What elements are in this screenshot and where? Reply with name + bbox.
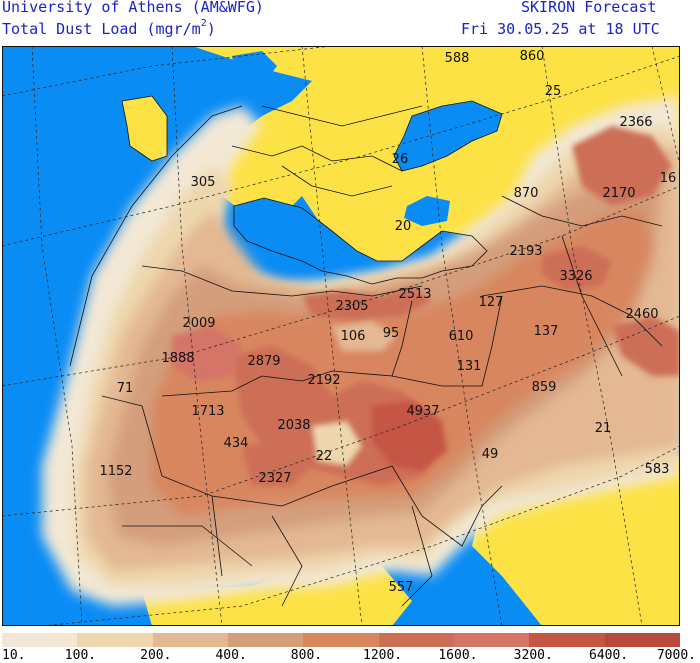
map-frame	[2, 46, 680, 626]
value-label: 22	[316, 449, 333, 464]
legend-tick-label: 10.	[2, 648, 26, 663]
value-label: 2366	[619, 115, 652, 130]
value-label: 71	[117, 381, 134, 396]
value-label: 588	[445, 51, 470, 66]
value-label: 557	[389, 580, 414, 595]
legend-swatch	[303, 633, 379, 647]
value-label: 1152	[99, 464, 132, 479]
legend-swatch	[378, 633, 454, 647]
field-title: Total Dust Load (mgr/m2)	[2, 18, 216, 38]
legend-swatch	[2, 633, 78, 647]
value-label: 2193	[509, 244, 542, 259]
value-label: 2327	[258, 471, 291, 486]
value-label: 859	[532, 380, 557, 395]
dust-value-labels: 588 860 25 2366 305 26 870 2170 16 20 21…	[99, 49, 676, 595]
value-label: 2305	[335, 299, 368, 314]
legend-swatch	[529, 633, 605, 647]
legend-ticks: 10. 100. 200. 400. 800. 1200. 1600. 3200. 6400. 7…	[0, 648, 700, 663]
value-label: 434	[224, 436, 249, 451]
dust-load-map: 588 860 25 2366 305 26 870 2170 16 20 21…	[2, 46, 680, 626]
map-header: University of Athens (AM&WFG) Total Dust…	[0, 0, 700, 46]
value-label: 610	[449, 329, 474, 344]
legend-tick-label: 3200.	[513, 648, 553, 663]
value-label: 127	[479, 295, 504, 310]
value-label: 106	[341, 329, 366, 344]
value-label: 2513	[398, 287, 431, 302]
valid-time: Fri 30.05.25 at 18 UTC	[461, 20, 660, 38]
value-label: 2170	[602, 186, 635, 201]
value-label: 21	[595, 421, 612, 436]
legend-tick-label: 200.	[140, 648, 172, 663]
value-label: 137	[534, 324, 559, 339]
value-label: 3326	[559, 269, 592, 284]
legend-tick-label: 6400.	[589, 648, 629, 663]
value-label: 1888	[161, 351, 194, 366]
legend-tick-label: 7000.	[656, 648, 696, 663]
legend-swatch	[152, 633, 228, 647]
value-label: 131	[457, 359, 482, 374]
value-label: 2038	[277, 418, 310, 433]
value-label: 583	[645, 462, 670, 477]
value-label: 26	[392, 152, 409, 167]
legend-swatch	[453, 633, 530, 647]
value-label: 305	[191, 175, 216, 190]
legend-swatch	[604, 633, 680, 647]
dust-field	[42, 96, 680, 606]
legend-tick-label: 400.	[215, 648, 247, 663]
legend-tick-label: 1200.	[363, 648, 403, 663]
value-label: 49	[482, 447, 499, 462]
model-title: SKIRON Forecast	[521, 0, 657, 16]
legend-tick-label: 1600.	[438, 648, 478, 663]
value-label: 25	[545, 84, 562, 99]
value-label: 870	[514, 186, 539, 201]
value-label: 2192	[307, 373, 340, 388]
legend-tick-label: 100.	[64, 648, 97, 663]
legend-tick-label: 800.	[290, 648, 323, 663]
value-label: 2879	[247, 354, 280, 369]
value-label: 20	[395, 219, 412, 234]
legend-swatch	[77, 633, 153, 647]
value-label: 4937	[406, 404, 439, 419]
institution-title: University of Athens (AM&WFG)	[2, 0, 264, 16]
color-legend	[2, 633, 680, 647]
graticule	[2, 46, 680, 626]
value-label: 95	[383, 326, 400, 341]
value-label: 16	[660, 171, 677, 186]
value-label: 2460	[625, 307, 658, 322]
value-label: 1713	[191, 404, 224, 419]
legend-swatch	[227, 633, 304, 647]
value-label: 2009	[182, 316, 215, 331]
value-label: 860	[520, 49, 545, 64]
borders	[69, 95, 663, 607]
